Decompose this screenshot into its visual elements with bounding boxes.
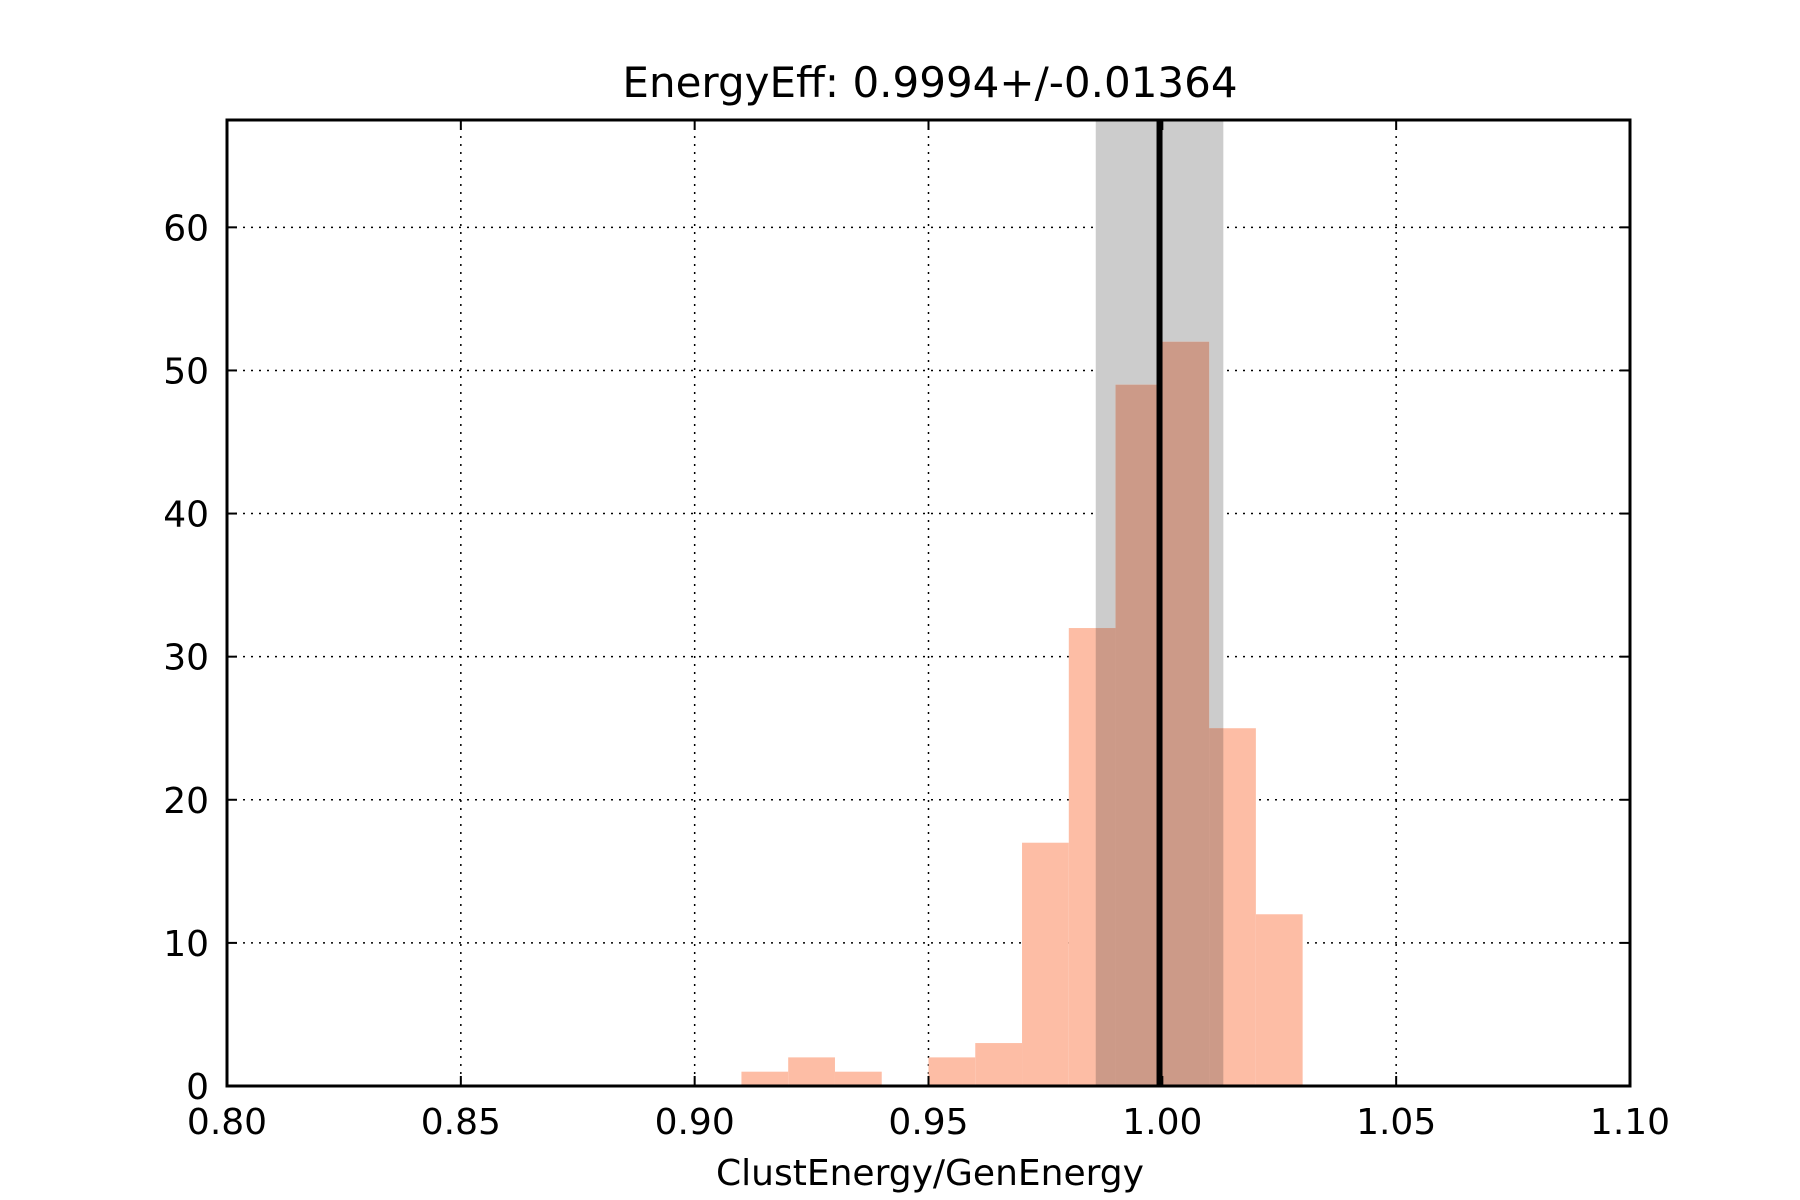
chart-title: EnergyEff: 0.9994+/-0.01364: [622, 58, 1237, 107]
x-tick-label: 0.95: [888, 1102, 968, 1143]
y-tick-label: 30: [163, 638, 209, 679]
y-tick-label: 60: [163, 208, 209, 249]
x-tick-label: 0.90: [655, 1102, 735, 1143]
y-tick-label: 10: [163, 924, 209, 965]
histogram-bar: [741, 1071, 789, 1086]
x-axis-label: ClustEnergy/GenEnergy: [716, 1153, 1144, 1194]
y-axis: 0 10 20 30 40 50 60: [163, 208, 1630, 1108]
x-tick-label: 1.00: [1122, 1102, 1202, 1143]
histogram-bar-overlap: [1095, 628, 1116, 1086]
histogram-bar: [928, 1057, 976, 1086]
histogram-bar: [1022, 842, 1069, 1086]
plot-area: [225, 118, 1632, 1088]
y-tick-label: 0: [186, 1067, 209, 1108]
histogram-bar: [834, 1071, 882, 1086]
x-axis: 0.80 0.85 0.90 0.95 1.00 1.05 1.10: [187, 120, 1670, 1143]
histogram-bar: [788, 1057, 835, 1086]
y-tick-label: 50: [163, 351, 209, 392]
histogram-bar-overlap: [1209, 728, 1224, 1086]
y-tick-label: 40: [163, 495, 209, 536]
x-tick-label: 1.05: [1356, 1102, 1436, 1143]
x-tick-label: 1.10: [1590, 1102, 1670, 1143]
histogram-bar-overlap: [1115, 384, 1163, 1086]
x-tick-label: 0.85: [421, 1102, 501, 1143]
x-tick-label: 0.80: [187, 1102, 267, 1143]
y-tick-label: 20: [163, 781, 209, 822]
histogram-bar-overlap: [1162, 341, 1210, 1086]
histogram-bar: [1255, 914, 1303, 1086]
histogram-bar: [975, 1043, 1023, 1086]
